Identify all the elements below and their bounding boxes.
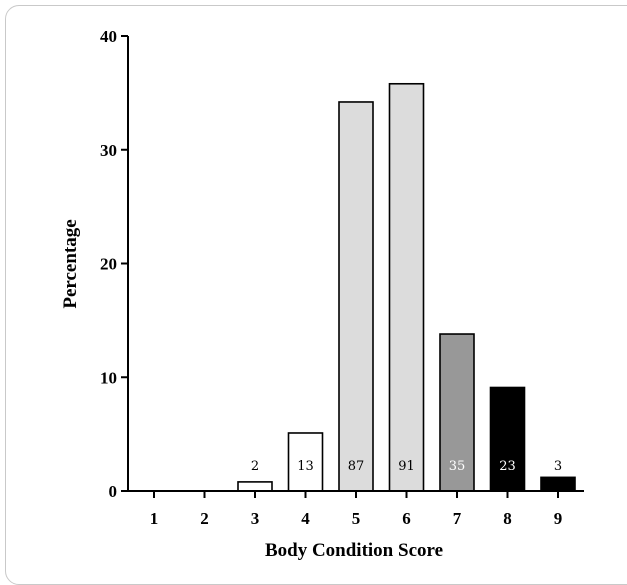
bar-count-label: 91 bbox=[398, 459, 415, 474]
bars-group bbox=[237, 82, 576, 492]
bar-count-label: 3 bbox=[554, 459, 562, 474]
x-tick-label: 7 bbox=[453, 509, 462, 528]
bar-7 bbox=[439, 333, 475, 492]
y-axis-ticks: 0 10 20 30 40 bbox=[100, 27, 128, 501]
x-tick-label: 2 bbox=[200, 509, 209, 528]
x-axis-title: Body Condition Score bbox=[265, 540, 443, 561]
x-axis-ticks: 1 2 3 4 5 6 7 8 9 bbox=[150, 491, 563, 528]
x-tick-label: 1 bbox=[150, 509, 159, 528]
bar-count-label: 35 bbox=[449, 459, 466, 474]
bar-6 bbox=[388, 82, 425, 492]
x-tick-label: 5 bbox=[352, 509, 361, 528]
bar-5 bbox=[338, 101, 374, 492]
bar-count-label: 23 bbox=[499, 459, 516, 474]
bar-9 bbox=[540, 476, 576, 492]
bar-3 bbox=[237, 481, 273, 492]
x-tick-label: 6 bbox=[402, 509, 411, 528]
y-tick-label: 40 bbox=[100, 27, 117, 46]
bar-count-labels: 2 13 87 91 35 23 3 bbox=[251, 459, 562, 474]
y-axis-title: Percentage bbox=[60, 219, 81, 308]
bar-8 bbox=[489, 386, 526, 492]
y-tick-label: 20 bbox=[100, 255, 117, 274]
bar-count-label: 87 bbox=[348, 459, 365, 474]
x-tick-label: 9 bbox=[554, 509, 563, 528]
x-tick-label: 3 bbox=[251, 509, 260, 528]
x-tick-label: 4 bbox=[301, 509, 310, 528]
y-tick-label: 30 bbox=[100, 141, 117, 160]
y-tick-label: 0 bbox=[109, 482, 118, 501]
bar-count-label: 13 bbox=[297, 459, 314, 474]
bar-count-label: 2 bbox=[251, 459, 259, 474]
y-tick-label: 10 bbox=[100, 368, 117, 387]
x-tick-label: 8 bbox=[503, 509, 512, 528]
